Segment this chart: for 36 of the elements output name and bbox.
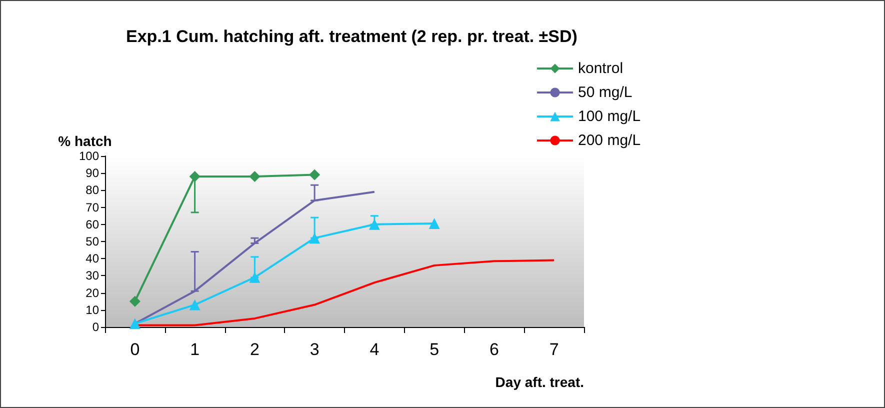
x-tick-label: 2: [250, 340, 260, 359]
legend-label: 200 mg/L: [578, 132, 641, 149]
x-tick-label: 5: [430, 340, 440, 359]
y-tick-label: 20: [86, 286, 100, 300]
y-tick-label: 100: [78, 149, 100, 163]
point: [129, 296, 140, 307]
point: [189, 299, 200, 310]
x-tick-label: 3: [310, 340, 320, 359]
legend-label: 100 mg/L: [578, 108, 641, 125]
point: [189, 171, 200, 182]
y-tick-label: 80: [86, 183, 100, 198]
point: [428, 218, 440, 230]
point: [368, 218, 380, 230]
chart-title: Exp.1 Cum. hatching aft. treatment (2 rep. pr. treat. ±SD): [126, 27, 578, 46]
x-tick-label: 0: [130, 340, 140, 359]
x-tick-label: 4: [370, 340, 380, 359]
point: [309, 232, 320, 244]
y-tick-label: 10: [86, 302, 100, 317]
y-axis-title: % hatch: [58, 133, 112, 149]
y-tick-label: 70: [86, 200, 100, 214]
point: [309, 169, 320, 180]
y-tick-label: 60: [86, 217, 100, 232]
y-tick-label: 50: [86, 234, 100, 248]
x-tick-label: 6: [489, 340, 499, 359]
y-tick-label: 40: [86, 252, 100, 266]
point: [129, 318, 140, 330]
y-tick-label: 90: [86, 166, 100, 180]
legend-label: kontrol: [578, 60, 624, 77]
y-tick-label: 30: [86, 268, 100, 283]
x-tick-label: 7: [549, 340, 559, 359]
y-tick-label: 0: [92, 320, 100, 334]
x-tick-label: 1: [190, 340, 200, 359]
legend-label: 50 mg/L: [578, 84, 632, 101]
x-axis-title: Day aft. treat.: [495, 374, 584, 390]
point: [249, 171, 260, 182]
point: [249, 272, 260, 283]
